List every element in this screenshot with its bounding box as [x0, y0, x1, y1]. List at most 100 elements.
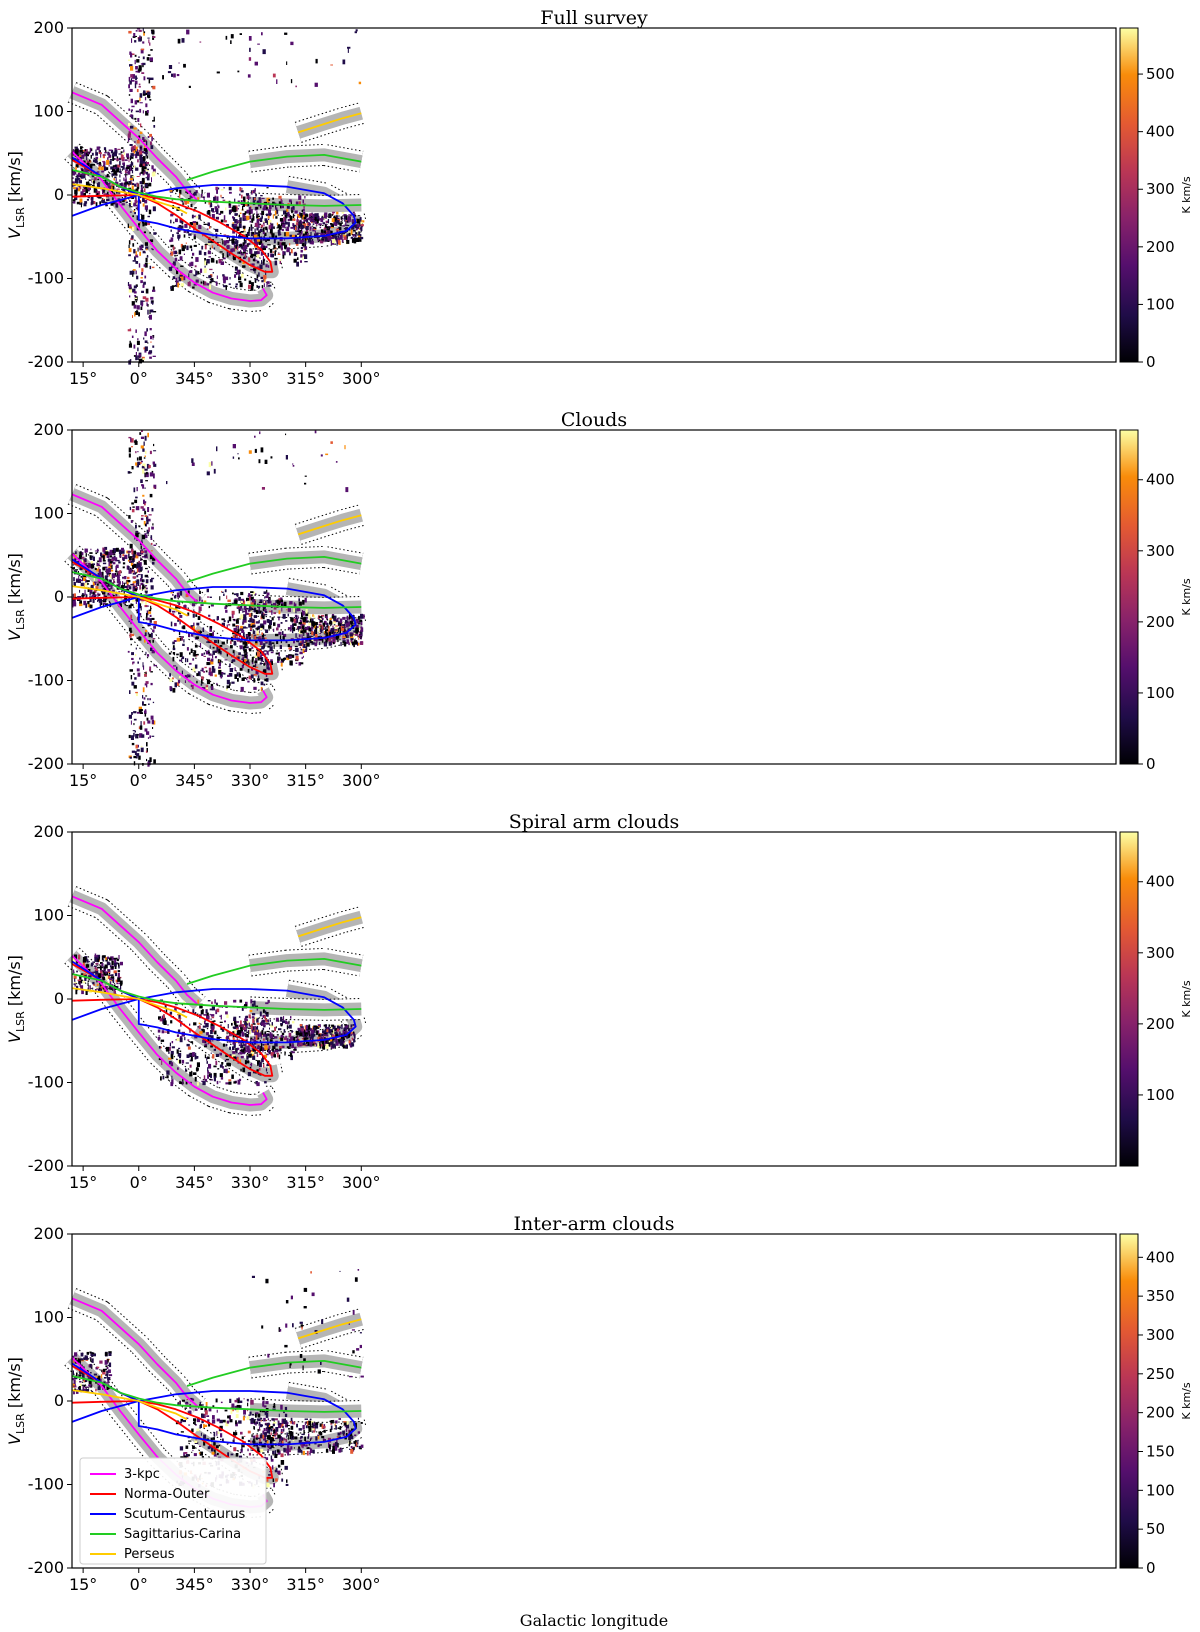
- cloud-pixel: [288, 1024, 292, 1029]
- cloud-pixel: [250, 625, 255, 628]
- cloud-pixel: [293, 602, 296, 604]
- cloud-pixel: [183, 63, 186, 68]
- cloud-pixel: [214, 999, 216, 1004]
- cloud-pixel: [232, 619, 235, 621]
- cloud-pixel: [231, 223, 235, 227]
- cloud-pixel: [256, 1069, 259, 1072]
- cloud-pixel: [97, 580, 101, 584]
- cloud-pixel: [147, 737, 150, 739]
- cloud-pixel: [153, 473, 155, 479]
- cloud-pixel: [234, 213, 238, 216]
- cloud-pixel: [290, 1055, 293, 1061]
- cloud-pixel: [232, 1046, 235, 1050]
- cloud-pixel: [229, 663, 231, 668]
- cloud-pixel: [228, 673, 233, 677]
- cloud-pixel: [201, 599, 203, 602]
- cloud-pixel: [128, 84, 130, 89]
- cloud-pixel: [232, 205, 236, 208]
- cloud-pixel: [136, 487, 138, 492]
- cloud-pixel: [128, 453, 131, 458]
- cloud-pixel: [125, 201, 128, 203]
- cloud-pixel: [271, 617, 274, 621]
- cloud-pixel: [192, 667, 196, 672]
- cloud-pixel: [177, 38, 181, 44]
- cloud-pixel: [188, 233, 192, 236]
- cloud-pixel: [292, 465, 295, 467]
- cloud-pixel: [229, 191, 232, 194]
- cloud-pixel: [267, 265, 270, 268]
- cloud-pixel: [269, 1024, 271, 1026]
- cloud-pixel: [149, 618, 152, 623]
- cloud-pixel: [115, 565, 117, 571]
- cloud-pixel: [269, 600, 272, 604]
- cloud-pixel: [232, 1031, 235, 1034]
- cloud-pixel: [79, 601, 81, 606]
- cloud-pixel: [108, 974, 112, 976]
- cloud-pixel: [135, 75, 137, 81]
- cloud-pixel: [187, 1046, 191, 1050]
- cloud-pixel: [276, 79, 278, 84]
- arm-track-sagittarius-carina-1: [186, 556, 362, 583]
- cloud-pixel: [147, 95, 151, 99]
- cloud-pixel: [279, 260, 281, 264]
- cloud-pixel: [304, 238, 307, 241]
- cloud-pixel: [267, 1037, 269, 1042]
- cloud-pixel: [128, 30, 132, 34]
- cloud-pixel: [194, 1076, 197, 1082]
- cloud-pixel: [137, 338, 139, 341]
- cloud-pixel: [112, 165, 115, 171]
- cloud-pixel: [201, 676, 204, 681]
- cloud-pixel: [118, 574, 121, 576]
- cloud-pixel: [73, 593, 76, 598]
- cloud-pixel: [298, 226, 300, 230]
- cloud-pixel: [242, 1067, 246, 1073]
- cloud-pixel: [192, 658, 195, 661]
- cloud-pixel: [202, 234, 204, 237]
- cloud-pixel: [357, 627, 361, 631]
- cloud-pixel: [256, 251, 259, 253]
- cloud-pixel: [157, 1029, 161, 1033]
- cloud-pixel: [135, 270, 137, 275]
- cloud-pixel: [261, 197, 265, 199]
- cloud-pixel: [139, 432, 142, 435]
- cloud-pixel: [234, 242, 238, 244]
- cloud-pixel: [358, 642, 360, 646]
- cloud-pixel: [172, 276, 176, 280]
- cloud-pixel: [253, 686, 257, 690]
- cloud-pixel: [353, 230, 356, 232]
- cloud-pixel: [109, 555, 113, 558]
- cloud-pixel: [144, 710, 147, 714]
- cloud-pixel: [301, 634, 303, 640]
- cloud-pixel: [291, 1030, 293, 1033]
- cloud-pixel: [320, 454, 323, 457]
- cloud-pixel: [127, 329, 132, 332]
- cloud-pixel: [143, 704, 147, 706]
- cloud-pixel: [145, 671, 147, 673]
- cloud-pixel: [87, 601, 90, 605]
- cloud-pixel: [141, 151, 144, 154]
- cloud-pixel: [289, 251, 291, 256]
- cloud-pixel: [253, 678, 256, 683]
- cloud-pixel: [139, 147, 142, 149]
- cloud-pixel: [207, 1038, 209, 1042]
- cloud-pixel: [134, 184, 137, 187]
- cloud-pixel: [344, 619, 348, 623]
- cloud-pixel: [167, 1024, 169, 1026]
- cloud-pixel: [136, 275, 139, 280]
- cloud-pixel: [149, 698, 151, 701]
- cloud-pixel: [219, 1021, 223, 1023]
- cloud-pixel: [150, 335, 152, 340]
- cloud-pixel: [229, 277, 231, 280]
- cloud-pixel: [130, 153, 134, 157]
- cloud-pixel: [242, 656, 244, 660]
- cloud-pixel: [270, 661, 273, 665]
- cloud-pixel: [242, 225, 246, 229]
- cloud-pixel: [102, 154, 107, 156]
- cloud-pixel: [104, 179, 107, 182]
- cloud-pixel: [258, 1062, 262, 1067]
- cloud-pixel: [272, 1034, 275, 1037]
- cloud-pixel: [135, 251, 137, 255]
- cloud-pixel: [224, 589, 227, 593]
- cloud-pixel: [242, 608, 244, 613]
- cloud-pixel: [273, 245, 276, 249]
